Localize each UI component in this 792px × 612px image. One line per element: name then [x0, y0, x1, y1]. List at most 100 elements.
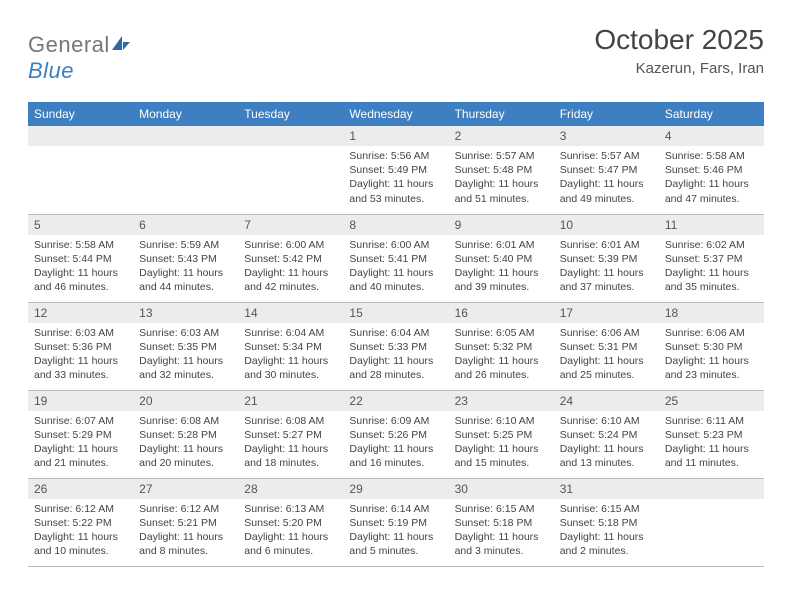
calendar-cell: 28Sunrise: 6:13 AMSunset: 5:20 PMDayligh…: [238, 478, 343, 566]
calendar-row: 19Sunrise: 6:07 AMSunset: 5:29 PMDayligh…: [28, 390, 764, 478]
calendar-cell: 15Sunrise: 6:04 AMSunset: 5:33 PMDayligh…: [343, 302, 448, 390]
day-number: 23: [449, 391, 554, 411]
day-number-empty: [133, 126, 238, 146]
day-number: 1: [343, 126, 448, 146]
calendar-cell: 1Sunrise: 5:56 AMSunset: 5:49 PMDaylight…: [343, 126, 448, 214]
day-detail: Sunrise: 6:00 AMSunset: 5:41 PMDaylight:…: [343, 235, 448, 299]
calendar-cell: 17Sunrise: 6:06 AMSunset: 5:31 PMDayligh…: [554, 302, 659, 390]
day-detail: Sunrise: 6:15 AMSunset: 5:18 PMDaylight:…: [449, 499, 554, 563]
day-detail: Sunrise: 6:00 AMSunset: 5:42 PMDaylight:…: [238, 235, 343, 299]
calendar-cell-empty: [28, 126, 133, 214]
day-detail: Sunrise: 6:13 AMSunset: 5:20 PMDaylight:…: [238, 499, 343, 563]
day-detail: Sunrise: 5:59 AMSunset: 5:43 PMDaylight:…: [133, 235, 238, 299]
calendar-row: 1Sunrise: 5:56 AMSunset: 5:49 PMDaylight…: [28, 126, 764, 214]
weekday-header: Wednesday: [343, 102, 448, 126]
day-number: 25: [659, 391, 764, 411]
day-number: 17: [554, 303, 659, 323]
day-detail: Sunrise: 6:14 AMSunset: 5:19 PMDaylight:…: [343, 499, 448, 563]
day-number: 2: [449, 126, 554, 146]
day-number: 30: [449, 479, 554, 499]
calendar-cell: 18Sunrise: 6:06 AMSunset: 5:30 PMDayligh…: [659, 302, 764, 390]
calendar-cell: 5Sunrise: 5:58 AMSunset: 5:44 PMDaylight…: [28, 214, 133, 302]
day-number: 27: [133, 479, 238, 499]
day-detail: Sunrise: 6:05 AMSunset: 5:32 PMDaylight:…: [449, 323, 554, 387]
logo-text: General Blue: [28, 32, 132, 84]
title-block: October 2025 Kazerun, Fars, Iran: [594, 24, 764, 77]
sail-icon: [110, 32, 132, 58]
calendar-head: SundayMondayTuesdayWednesdayThursdayFrid…: [28, 102, 764, 126]
calendar-cell: 9Sunrise: 6:01 AMSunset: 5:40 PMDaylight…: [449, 214, 554, 302]
logo: General Blue: [28, 24, 132, 84]
day-number: 29: [343, 479, 448, 499]
day-number: 31: [554, 479, 659, 499]
day-detail: Sunrise: 6:03 AMSunset: 5:35 PMDaylight:…: [133, 323, 238, 387]
day-number: 6: [133, 215, 238, 235]
calendar-row: 26Sunrise: 6:12 AMSunset: 5:22 PMDayligh…: [28, 478, 764, 566]
day-number: 16: [449, 303, 554, 323]
calendar-cell: 24Sunrise: 6:10 AMSunset: 5:24 PMDayligh…: [554, 390, 659, 478]
day-number: 20: [133, 391, 238, 411]
day-number: 28: [238, 479, 343, 499]
weekday-header: Friday: [554, 102, 659, 126]
day-number: 12: [28, 303, 133, 323]
calendar-cell: 6Sunrise: 5:59 AMSunset: 5:43 PMDaylight…: [133, 214, 238, 302]
calendar-table: SundayMondayTuesdayWednesdayThursdayFrid…: [28, 102, 764, 567]
calendar-cell: 30Sunrise: 6:15 AMSunset: 5:18 PMDayligh…: [449, 478, 554, 566]
day-detail: Sunrise: 6:01 AMSunset: 5:39 PMDaylight:…: [554, 235, 659, 299]
day-detail: Sunrise: 6:01 AMSunset: 5:40 PMDaylight:…: [449, 235, 554, 299]
calendar-cell: 7Sunrise: 6:00 AMSunset: 5:42 PMDaylight…: [238, 214, 343, 302]
calendar-cell: 25Sunrise: 6:11 AMSunset: 5:23 PMDayligh…: [659, 390, 764, 478]
calendar-cell: 3Sunrise: 5:57 AMSunset: 5:47 PMDaylight…: [554, 126, 659, 214]
day-number: 15: [343, 303, 448, 323]
calendar-row: 12Sunrise: 6:03 AMSunset: 5:36 PMDayligh…: [28, 302, 764, 390]
day-number: 9: [449, 215, 554, 235]
logo-text-a: General: [28, 32, 110, 57]
day-detail: Sunrise: 6:09 AMSunset: 5:26 PMDaylight:…: [343, 411, 448, 475]
day-number-empty: [659, 479, 764, 499]
calendar-cell: 11Sunrise: 6:02 AMSunset: 5:37 PMDayligh…: [659, 214, 764, 302]
day-detail: Sunrise: 6:08 AMSunset: 5:27 PMDaylight:…: [238, 411, 343, 475]
day-number-empty: [238, 126, 343, 146]
weekday-header: Thursday: [449, 102, 554, 126]
calendar-cell-empty: [238, 126, 343, 214]
day-detail: Sunrise: 5:56 AMSunset: 5:49 PMDaylight:…: [343, 146, 448, 210]
day-detail: Sunrise: 5:57 AMSunset: 5:47 PMDaylight:…: [554, 146, 659, 210]
day-detail: Sunrise: 6:12 AMSunset: 5:21 PMDaylight:…: [133, 499, 238, 563]
day-number: 26: [28, 479, 133, 499]
day-number: 13: [133, 303, 238, 323]
calendar-cell: 10Sunrise: 6:01 AMSunset: 5:39 PMDayligh…: [554, 214, 659, 302]
day-number: 8: [343, 215, 448, 235]
day-detail: Sunrise: 6:10 AMSunset: 5:24 PMDaylight:…: [554, 411, 659, 475]
day-detail: Sunrise: 6:06 AMSunset: 5:31 PMDaylight:…: [554, 323, 659, 387]
logo-text-b: Blue: [28, 58, 74, 83]
day-number: 19: [28, 391, 133, 411]
day-detail: Sunrise: 6:04 AMSunset: 5:33 PMDaylight:…: [343, 323, 448, 387]
weekday-header: Sunday: [28, 102, 133, 126]
day-number: 4: [659, 126, 764, 146]
calendar-cell: 21Sunrise: 6:08 AMSunset: 5:27 PMDayligh…: [238, 390, 343, 478]
calendar-cell: 2Sunrise: 5:57 AMSunset: 5:48 PMDaylight…: [449, 126, 554, 214]
day-detail: Sunrise: 6:10 AMSunset: 5:25 PMDaylight:…: [449, 411, 554, 475]
day-detail: Sunrise: 6:08 AMSunset: 5:28 PMDaylight:…: [133, 411, 238, 475]
day-detail: Sunrise: 6:04 AMSunset: 5:34 PMDaylight:…: [238, 323, 343, 387]
calendar-cell: 13Sunrise: 6:03 AMSunset: 5:35 PMDayligh…: [133, 302, 238, 390]
day-number: 3: [554, 126, 659, 146]
calendar-row: 5Sunrise: 5:58 AMSunset: 5:44 PMDaylight…: [28, 214, 764, 302]
day-number-empty: [28, 126, 133, 146]
day-number: 7: [238, 215, 343, 235]
calendar-cell: 8Sunrise: 6:00 AMSunset: 5:41 PMDaylight…: [343, 214, 448, 302]
calendar-cell: 22Sunrise: 6:09 AMSunset: 5:26 PMDayligh…: [343, 390, 448, 478]
calendar-cell: 26Sunrise: 6:12 AMSunset: 5:22 PMDayligh…: [28, 478, 133, 566]
day-number: 5: [28, 215, 133, 235]
calendar-cell: 4Sunrise: 5:58 AMSunset: 5:46 PMDaylight…: [659, 126, 764, 214]
calendar-cell: 27Sunrise: 6:12 AMSunset: 5:21 PMDayligh…: [133, 478, 238, 566]
day-detail: Sunrise: 5:58 AMSunset: 5:46 PMDaylight:…: [659, 146, 764, 210]
calendar-cell-empty: [133, 126, 238, 214]
day-detail: Sunrise: 6:15 AMSunset: 5:18 PMDaylight:…: [554, 499, 659, 563]
calendar-cell: 12Sunrise: 6:03 AMSunset: 5:36 PMDayligh…: [28, 302, 133, 390]
calendar-cell: 31Sunrise: 6:15 AMSunset: 5:18 PMDayligh…: [554, 478, 659, 566]
calendar-cell: 16Sunrise: 6:05 AMSunset: 5:32 PMDayligh…: [449, 302, 554, 390]
day-number: 24: [554, 391, 659, 411]
day-number: 10: [554, 215, 659, 235]
calendar-cell: 23Sunrise: 6:10 AMSunset: 5:25 PMDayligh…: [449, 390, 554, 478]
